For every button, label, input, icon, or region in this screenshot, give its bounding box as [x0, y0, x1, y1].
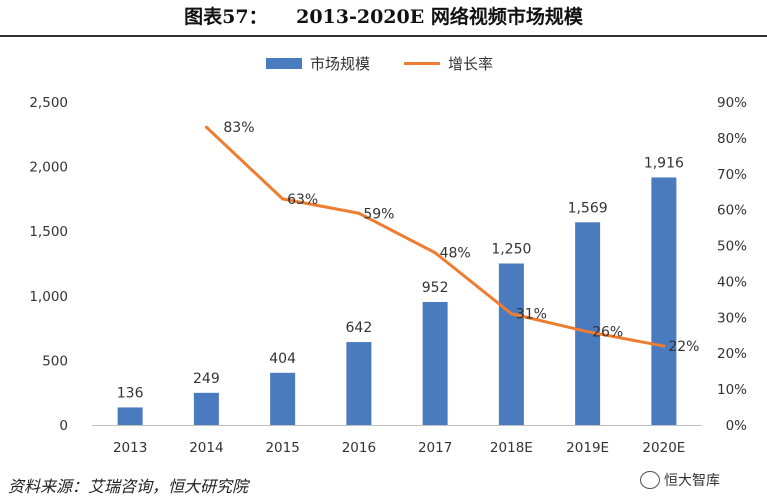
- y-tick-label: 1,500: [29, 224, 68, 240]
- x-tick-label: 2013: [113, 440, 147, 456]
- y-tick-label: 2,500: [29, 95, 68, 111]
- line-point: [204, 125, 208, 129]
- line-data-label: 48%: [440, 246, 471, 262]
- y2-tick-label: 30%: [717, 310, 747, 326]
- line-data-label: 59%: [363, 206, 394, 222]
- bar-data-label: 404: [269, 351, 296, 367]
- line-point: [662, 344, 666, 348]
- line-data-label: 22%: [668, 339, 699, 355]
- y2-tick-label: 90%: [717, 95, 747, 111]
- x-tick-label: 2020E: [642, 440, 685, 456]
- bar-data-label: 249: [193, 371, 220, 387]
- bar: [117, 407, 143, 425]
- x-tick-label: 2015: [265, 440, 299, 456]
- wechat-icon: [640, 471, 660, 489]
- bar: [651, 177, 677, 425]
- line-point: [586, 330, 590, 334]
- legend-swatch-bar: [266, 58, 302, 69]
- source-note: 资料来源：艾瑞咨询，恒大研究院: [8, 477, 249, 496]
- x-tick-label: 2014: [189, 440, 223, 456]
- x-tick-label: 2016: [342, 440, 376, 456]
- y-tick-label: 500: [42, 353, 68, 369]
- legend-label-line: 增长率: [448, 55, 493, 73]
- y2-tick-label: 0%: [726, 418, 748, 434]
- line-data-label: 63%: [287, 192, 318, 208]
- bar: [422, 302, 448, 425]
- bar: [575, 222, 601, 425]
- bar-data-label: 1,250: [491, 242, 531, 258]
- y2-tick-label: 50%: [717, 239, 747, 255]
- bar-series: 136 249 404 642 952 1,250 1,569 1,916: [117, 155, 684, 425]
- y-tick-label: 1,000: [29, 289, 68, 305]
- combo-chart: 市场规模 增长率 0 500 1,000 1,500 2,000 2,500 0% 10% 20…: [29, 55, 747, 456]
- y-axis-right: 0% 10% 20% 30% 40% 50% 60% 70% 80% 90%: [717, 95, 747, 434]
- y2-tick-label: 80%: [717, 131, 747, 147]
- bar-data-label: 1,916: [644, 155, 684, 171]
- y2-tick-label: 20%: [717, 346, 747, 362]
- bar: [498, 263, 524, 425]
- watermark: 恒大智库: [640, 470, 720, 490]
- line-data-label: 26%: [592, 325, 623, 341]
- legend-label-bar: 市场规模: [310, 55, 370, 73]
- line-point: [357, 211, 361, 215]
- x-tick-label: 2017: [418, 440, 452, 456]
- bar: [346, 342, 372, 425]
- y2-tick-label: 60%: [717, 203, 747, 219]
- line-point: [509, 312, 513, 316]
- line-point: [433, 251, 437, 255]
- bar: [193, 392, 219, 425]
- bar: [270, 372, 296, 425]
- bar-data-label: 642: [346, 320, 373, 336]
- line-data-label: 83%: [223, 120, 254, 136]
- y2-tick-label: 10%: [717, 382, 747, 398]
- line-data-label: 31%: [516, 307, 547, 323]
- bar-data-label: 1,569: [568, 200, 608, 216]
- bar-data-label: 952: [422, 280, 449, 296]
- y2-tick-label: 70%: [717, 167, 747, 183]
- x-axis: 2013 2014 2015 2016 2017 2018E 2019E 2020E: [92, 425, 702, 456]
- x-tick-label: 2018E: [490, 440, 533, 456]
- title-divider: [0, 35, 767, 37]
- bar-data-label: 136: [117, 385, 144, 401]
- y2-tick-label: 40%: [717, 274, 747, 290]
- line-series: 83% 63% 59% 48% 31% 26% 22%: [204, 120, 699, 355]
- line-point: [281, 197, 285, 201]
- y-tick-label: 2,000: [29, 160, 68, 176]
- page-title: 图表57： 2013-2020E 网络视频市场规模: [184, 6, 583, 28]
- y-axis-left: 0 500 1,000 1,500 2,000 2,500: [29, 95, 68, 434]
- x-tick-label: 2019E: [566, 440, 609, 456]
- y-tick-label: 0: [59, 418, 68, 434]
- chart-legend: 市场规模 增长率: [266, 55, 493, 73]
- watermark-text: 恒大智库: [664, 473, 720, 489]
